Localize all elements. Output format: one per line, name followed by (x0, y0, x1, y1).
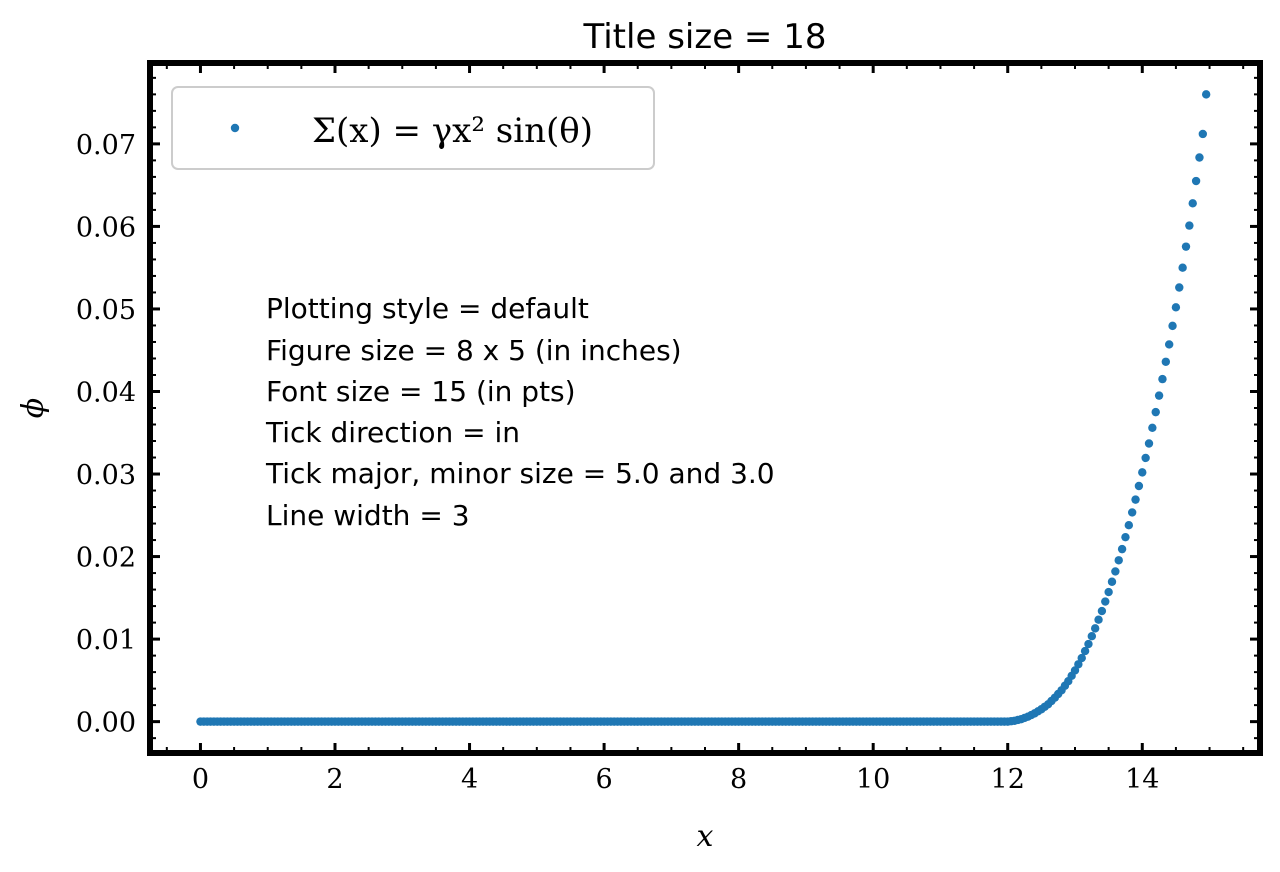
annotation-line: Tick direction = in (265, 416, 520, 449)
y-tick-label: 0.04 (76, 377, 136, 408)
data-point (1077, 653, 1086, 663)
data-point (1178, 263, 1187, 272)
data-points (196, 90, 1211, 726)
data-point (1191, 176, 1201, 186)
data-point (1141, 453, 1150, 463)
x-tick-label: 2 (326, 764, 343, 795)
data-point (1168, 321, 1177, 331)
data-point (1171, 303, 1181, 312)
data-point (1198, 129, 1208, 139)
data-point (1124, 521, 1134, 530)
data-point (1195, 153, 1204, 162)
y-tick-label: 0.06 (76, 212, 136, 243)
data-point (1097, 606, 1107, 616)
data-point (1151, 407, 1160, 417)
data-point (1138, 468, 1147, 477)
chart-title: Title size = 18 (583, 17, 827, 57)
data-point (1074, 660, 1083, 669)
legend-marker (230, 123, 240, 133)
data-point (1185, 221, 1194, 230)
x-tick-label: 4 (461, 764, 478, 795)
data-point (1114, 556, 1123, 565)
plot-frame (147, 60, 1263, 756)
data-point (1084, 639, 1093, 649)
legend-frame (171, 86, 655, 170)
y-axis-label: ϕ (16, 398, 51, 418)
data-point (1090, 624, 1100, 633)
data-point (1094, 615, 1103, 624)
data-point (1111, 567, 1120, 576)
data-point (1175, 283, 1184, 292)
x-tick-label: 14 (1125, 764, 1159, 795)
data-point (1070, 666, 1080, 675)
annotation-line: Line width = 3 (266, 499, 470, 532)
x-axis-label: x (697, 819, 714, 854)
y-tick-labels: 0.00 0.01 0.02 0.03 0.04 0.05 0.06 0.07 (76, 130, 136, 739)
data-point (1134, 481, 1144, 491)
data-point (1087, 632, 1097, 641)
data-point (1161, 357, 1171, 366)
data-point (1188, 199, 1197, 208)
data-point (1154, 391, 1164, 400)
x-tick-labels: 0 2 4 6 8 10 12 14 (192, 764, 1160, 795)
data-point (1201, 90, 1211, 99)
data-point (1121, 532, 1130, 542)
annotation-text: Plotting style = default Figure size = 8… (265, 292, 775, 532)
y-tick-label: 0.01 (76, 625, 136, 656)
data-point (1080, 646, 1090, 656)
x-tick-label: 0 (192, 764, 209, 795)
x-tick-label: 8 (730, 764, 747, 795)
y-tick-label: 0.05 (76, 295, 136, 326)
annotation-line: Figure size = 8 x 5 (in inches) (266, 334, 682, 367)
legend-label: Σ(x) = γx² sin(θ) (312, 111, 593, 151)
annotation-line: Tick major, minor size = 5.0 and 3.0 (265, 457, 775, 490)
annotation-line: Plotting style = default (266, 292, 589, 325)
data-point (1131, 495, 1140, 504)
data-point (1127, 508, 1137, 517)
data-point (1117, 544, 1127, 554)
x-tick-label: 12 (991, 764, 1025, 795)
x-tick-label: 6 (595, 764, 612, 795)
data-point (1104, 587, 1113, 597)
legend: Σ(x) = γx² sin(θ) (171, 86, 655, 170)
data-point (1148, 423, 1157, 433)
data-point (1181, 242, 1191, 251)
data-point (1107, 577, 1117, 586)
data-point (1158, 374, 1167, 384)
y-tick-label: 0.00 (76, 708, 136, 739)
data-point (1144, 439, 1154, 448)
data-point (1164, 340, 1174, 349)
y-tick-label: 0.07 (76, 130, 136, 161)
y-tick-label: 0.03 (76, 460, 136, 491)
y-tick-label: 0.02 (76, 543, 136, 574)
data-point (1101, 597, 1110, 606)
annotation-line: Font size = 15 (in pts) (266, 375, 576, 408)
x-tick-label: 10 (856, 764, 890, 795)
